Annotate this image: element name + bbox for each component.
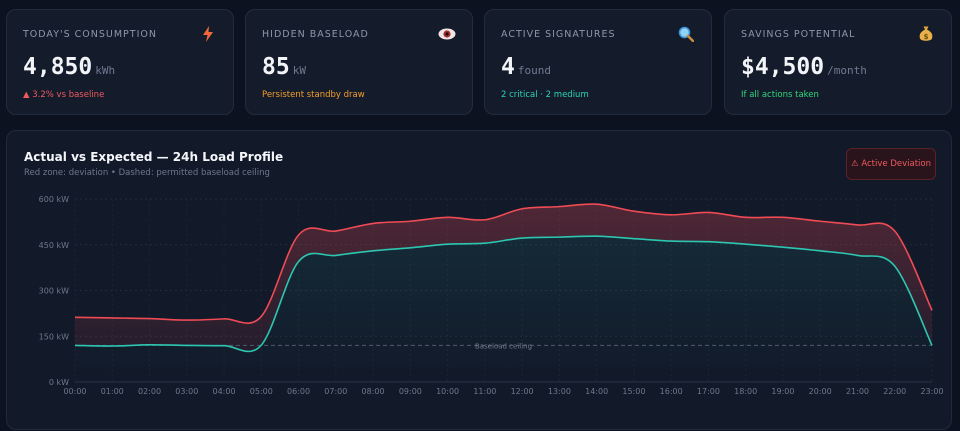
x-tick-label: 18:00 xyxy=(734,387,757,396)
eye-icon xyxy=(438,25,456,43)
x-tick-label: 22:00 xyxy=(883,387,906,396)
card-value: 4 found xyxy=(501,54,551,80)
card-label: ACTIVE SIGNATURES xyxy=(501,29,616,40)
baseload-ceiling-label: Baseload ceiling xyxy=(475,342,532,350)
money-bag-icon: $ xyxy=(917,25,935,43)
card-subtext: If all actions taken xyxy=(741,90,819,100)
y-tick-label: 450 kW xyxy=(39,241,69,250)
card-subtext: 2 critical · 2 medium xyxy=(501,90,589,100)
active-deviation-badge[interactable]: ⚠ Active Deviation xyxy=(846,148,936,180)
chart-title: Actual vs Expected — 24h Load Profile xyxy=(24,150,284,164)
x-tick-label: 21:00 xyxy=(846,387,869,396)
x-tick-label: 00:00 xyxy=(63,387,86,396)
lightning-icon xyxy=(199,25,217,43)
x-tick-label: 15:00 xyxy=(622,387,645,396)
x-tick-label: 06:00 xyxy=(287,387,310,396)
x-tick-label: 13:00 xyxy=(548,387,571,396)
x-tick-label: 20:00 xyxy=(809,387,832,396)
card-subtext: Persistent standby draw xyxy=(262,90,365,100)
svg-text:$: $ xyxy=(924,33,929,41)
deviation-zone xyxy=(75,204,932,352)
magnifier-icon xyxy=(677,25,695,43)
x-tick-label: 11:00 xyxy=(473,387,496,396)
x-tick-label: 01:00 xyxy=(101,387,124,396)
x-tick-label: 17:00 xyxy=(697,387,720,396)
x-tick-label: 09:00 xyxy=(399,387,422,396)
card-subtext: ▲ 3.2% vs baseline xyxy=(23,90,105,100)
card-hidden-baseload[interactable]: HIDDEN BASELOAD 85 kW Persistent standby … xyxy=(245,9,473,115)
actual-line xyxy=(74,203,933,324)
x-tick-label: 16:00 xyxy=(660,387,683,396)
card-label: HIDDEN BASELOAD xyxy=(262,29,369,40)
load-profile-chart: 0 kW 150 kW 300 kW 450 kW 600 kW 00:00 01:00 02… xyxy=(39,195,944,396)
y-tick-label: 150 kW xyxy=(39,332,69,341)
card-value: 4,850 kWh xyxy=(23,54,116,80)
load-profile-panel: Actual vs Expected — 24h Load Profile Re… xyxy=(6,130,952,430)
y-tick-label: 600 kW xyxy=(39,195,69,204)
card-todays-consumption[interactable]: TODAY'S CONSUMPTION 4,850 kWh ▲ 3.2% vs b… xyxy=(6,9,234,115)
x-tick-label: 07:00 xyxy=(324,387,347,396)
card-savings-potential[interactable]: SAVINGS POTENTIAL $ $4,500/month If all … xyxy=(724,9,952,115)
chart-subtitle: Red zone: deviation • Dashed: permitted … xyxy=(24,168,270,178)
x-tick-label: 23:00 xyxy=(920,387,943,396)
card-value: 85 kW xyxy=(262,54,306,80)
expected-area xyxy=(75,236,932,382)
x-tick-label: 10:00 xyxy=(436,387,459,396)
card-label: SAVINGS POTENTIAL xyxy=(741,29,856,40)
x-tick-label: 02:00 xyxy=(138,387,161,396)
x-tick-label: 03:00 xyxy=(175,387,198,396)
x-tick-label: 08:00 xyxy=(362,387,385,396)
card-label: TODAY'S CONSUMPTION xyxy=(23,29,157,40)
y-tick-label: 300 kW xyxy=(39,287,69,296)
x-tick-label: 05:00 xyxy=(250,387,273,396)
card-active-signatures[interactable]: ACTIVE SIGNATURES 4 found 2 critical · 2 … xyxy=(484,9,712,115)
x-tick-label: 04:00 xyxy=(213,387,236,396)
kpi-cards: TODAY'S CONSUMPTION 4,850 kWh ▲ 3.2% vs b… xyxy=(6,9,952,115)
x-tick-label: 14:00 xyxy=(585,387,608,396)
card-value: $4,500/month xyxy=(741,54,867,80)
expected-line xyxy=(74,235,933,353)
x-tick-label: 12:00 xyxy=(511,387,534,396)
y-tick-label: 0 kW xyxy=(49,378,69,387)
x-tick-label: 19:00 xyxy=(771,387,794,396)
